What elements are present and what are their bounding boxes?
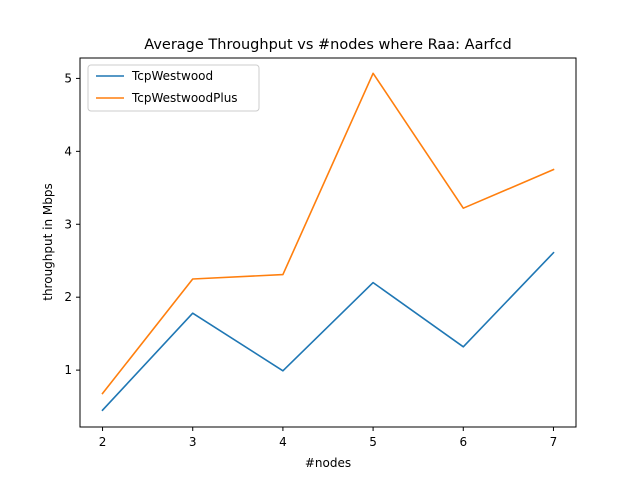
- x-axis-ticks: 2 3 4 5 6 7: [99, 427, 558, 449]
- x-axis-label: #nodes: [305, 456, 351, 470]
- y-axis-ticks: 1 2 3 4 5: [64, 71, 80, 377]
- legend-label-tcpwestwood: TcpWestwood: [131, 69, 213, 83]
- x-tick-label: 2: [99, 435, 107, 449]
- series-line-tcpwestwoodplus: [101, 72, 555, 395]
- y-tick-label: 1: [64, 363, 72, 377]
- x-tick-label: 4: [279, 435, 287, 449]
- legend: TcpWestwood TcpWestwoodPlus: [87, 64, 260, 112]
- series-line-tcpwestwood: [101, 251, 555, 412]
- legend-box: [87, 64, 260, 112]
- y-tick-label: 5: [64, 71, 72, 85]
- series-layer: [101, 72, 555, 412]
- x-tick-label: 5: [369, 435, 377, 449]
- axes-frame: [79, 57, 577, 428]
- x-tick-label: 7: [550, 435, 558, 449]
- chart-title: Average Throughput vs #nodes where Raa: …: [144, 37, 511, 53]
- y-tick-label: 3: [64, 217, 72, 231]
- y-tick-label: 2: [64, 290, 72, 304]
- y-axis-label: throughput in Mbps: [41, 183, 55, 301]
- y-tick-label: 4: [64, 144, 72, 158]
- x-tick-label: 3: [189, 435, 197, 449]
- legend-label-tcpwestwoodplus: TcpWestwoodPlus: [131, 91, 238, 105]
- x-tick-label: 6: [459, 435, 467, 449]
